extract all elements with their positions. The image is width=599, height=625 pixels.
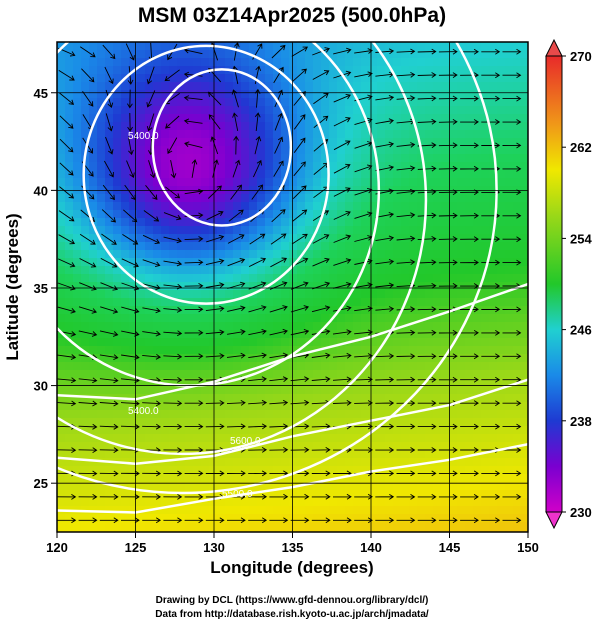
grid-lines — [57, 42, 528, 532]
contour-label-2: 5400.0 — [128, 406, 159, 417]
x-tick-label-130: 130 — [203, 540, 225, 555]
contour-5700 — [0, 0, 426, 454]
heatmap-field — [57, 42, 528, 532]
colorbar: 230 238 246 254 262 270 — [545, 38, 592, 530]
y-axis-label: Latitude (degrees) — [3, 213, 22, 360]
y-tick-label-25: 25 — [34, 476, 48, 491]
colorbar-bar — [545, 55, 563, 513]
y-tick-label-35: 35 — [34, 281, 48, 296]
y-tick-label-30: 30 — [34, 379, 48, 394]
colorbar-label-254: 254 — [570, 231, 592, 246]
plot-area: 5400.0 5400.0 5500.0 5600.0 — [0, 0, 528, 532]
y-axis: 25 30 35 40 45 — [34, 86, 57, 491]
y-tick-label-40: 40 — [34, 183, 48, 198]
contour-5400 — [151, 68, 293, 227]
colorbar-label-270: 270 — [570, 49, 592, 64]
y-tick-label-45: 45 — [34, 86, 48, 101]
x-axis: 120 125 130 135 140 145 150 — [46, 532, 539, 555]
x-tick-label-145: 145 — [439, 540, 461, 555]
colorbar-label-262: 262 — [570, 140, 592, 155]
contour-5500 — [82, 44, 330, 305]
contour-labels: 5400.0 5400.0 5500.0 5600.0 — [128, 131, 261, 500]
x-tick-label-120: 120 — [46, 540, 68, 555]
colorbar-label-246: 246 — [570, 323, 592, 338]
colorbar-max-arrow — [545, 38, 563, 57]
x-tick-label-125: 125 — [125, 540, 147, 555]
x-tick-label-135: 135 — [282, 540, 304, 555]
contour-label-1: 5400.0 — [128, 131, 159, 142]
contour-label-4: 5600.0 — [230, 436, 261, 447]
credit-drawing: Drawing by DCL (https://www.gfd-dennou.o… — [156, 595, 429, 606]
colorbar-label-238: 238 — [570, 414, 592, 429]
wind-streamlines — [57, 42, 522, 524]
colorbar-label-230: 230 — [570, 505, 592, 520]
contour-label-3: 5500.0 — [222, 489, 253, 500]
chart-title: MSM 03Z14Apr2025 (500.0hPa) — [138, 4, 446, 27]
x-axis-label: Longitude (degrees) — [210, 558, 373, 577]
x-tick-label-140: 140 — [360, 540, 382, 555]
wind-arrow-set — [57, 42, 522, 524]
credit-data: Data from http://database.rish.kyoto-u.a… — [155, 609, 429, 620]
colorbar-min-arrow — [545, 511, 563, 530]
x-tick-label-150: 150 — [517, 540, 539, 555]
